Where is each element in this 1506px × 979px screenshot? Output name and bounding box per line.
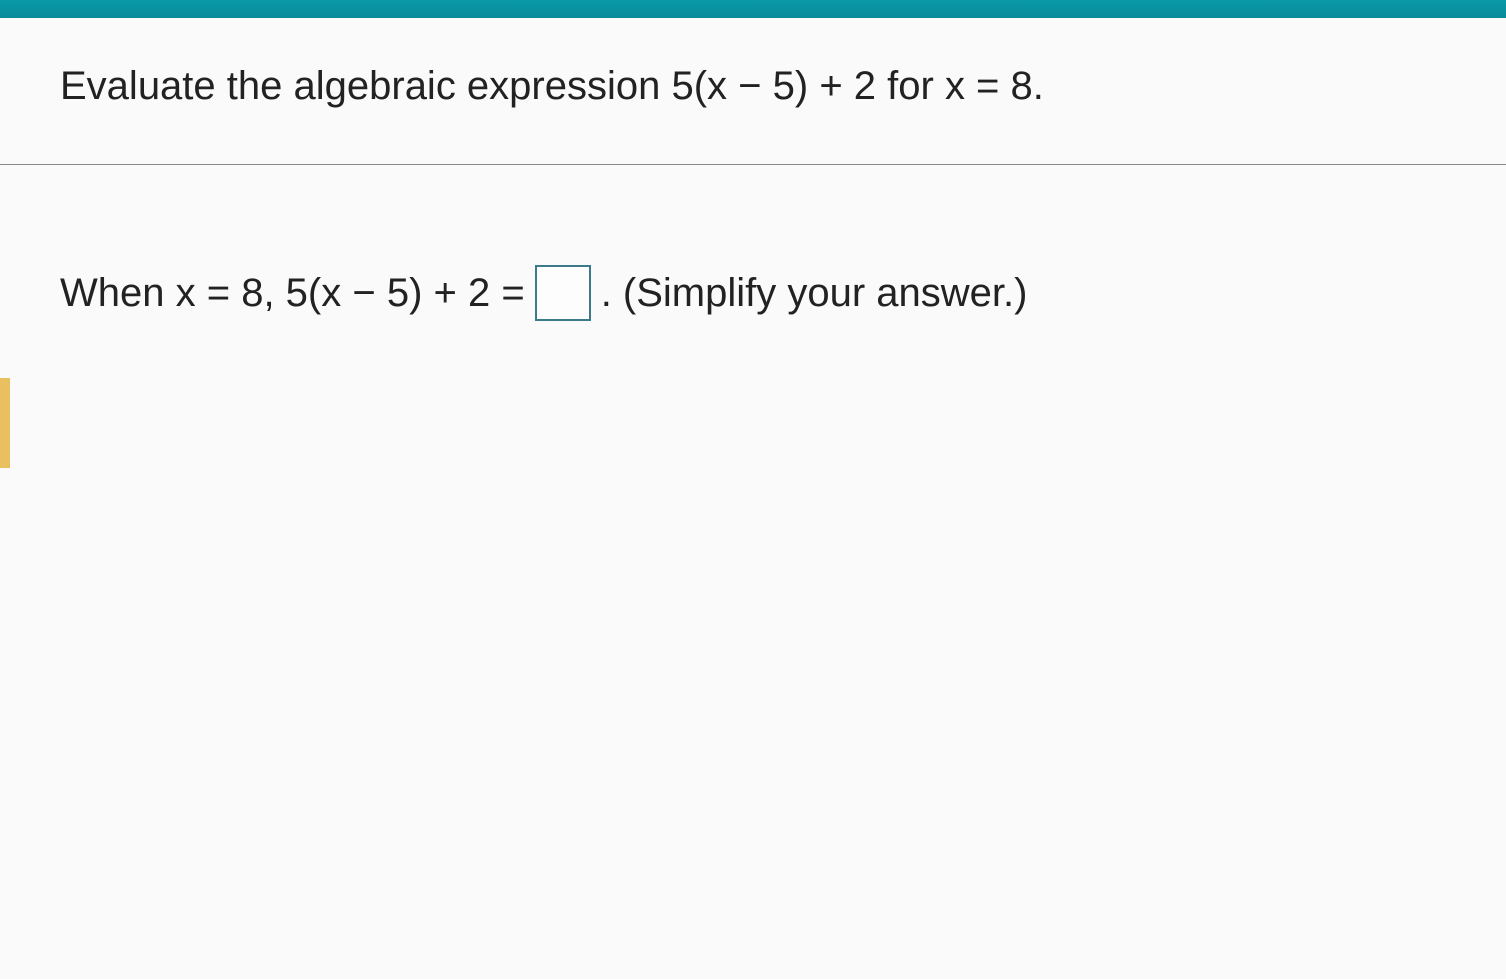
left-accent-strip [0, 378, 10, 468]
question-section: Evaluate the algebraic expression 5(x − … [0, 18, 1506, 165]
answer-section: When x = 8, 5(x − 5) + 2 = . (Simplify y… [0, 165, 1506, 321]
answer-input[interactable] [535, 265, 591, 321]
question-panel: Evaluate the algebraic expression 5(x − … [0, 18, 1506, 979]
answer-prefix: When x = 8, 5(x − 5) + 2 = [60, 271, 525, 316]
answer-suffix: . (Simplify your answer.) [601, 271, 1028, 316]
answer-line: When x = 8, 5(x − 5) + 2 = . (Simplify y… [60, 265, 1446, 321]
question-text: Evaluate the algebraic expression 5(x − … [60, 58, 1446, 114]
app-top-bar [0, 0, 1506, 18]
